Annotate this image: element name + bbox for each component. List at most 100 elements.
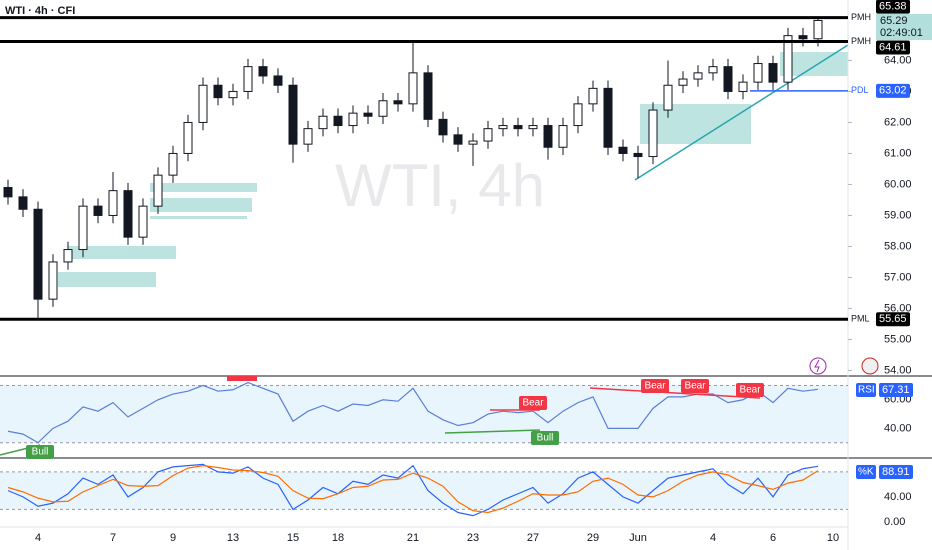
y-tick-label: 58.00 (884, 240, 912, 252)
band (0, 385, 848, 443)
last-price-box (876, 14, 932, 40)
candle-body (108, 190, 118, 216)
x-tick-label: 10 (827, 532, 839, 544)
y-tick-label: 61.00 (884, 147, 912, 159)
zone (150, 216, 247, 219)
zone (640, 104, 751, 144)
y-tick-label: 64.00 (884, 54, 912, 66)
signal-label: Bull (32, 447, 49, 458)
signal-box (26, 445, 54, 459)
candle-body (498, 125, 508, 130)
candle-body (393, 100, 403, 105)
candle-body (693, 72, 703, 80)
candle-body (573, 103, 583, 127)
candle-body (738, 81, 748, 92)
x-tick-label: 15 (287, 532, 299, 544)
y-tick-label: 57.00 (884, 271, 912, 283)
pane-title-box (856, 465, 876, 479)
x-tick-label: 27 (527, 532, 539, 544)
candle-body (78, 205, 88, 251)
candle-body (333, 115, 343, 127)
last-price: 65.29 (880, 15, 908, 27)
candle-body (783, 35, 793, 83)
divergence-line (444, 429, 541, 434)
y-tick-label: 55.00 (884, 333, 912, 345)
level-value-box (876, 40, 910, 55)
candle-body (813, 19, 823, 40)
indicator-value-box (879, 465, 913, 479)
x-tick-label: 4 (710, 532, 716, 544)
candle-body (663, 84, 673, 111)
candle-body (183, 121, 193, 154)
indicator-line (7, 463, 819, 517)
pane-title: RSI (858, 385, 875, 396)
candle-body (198, 84, 208, 123)
signal-label: Bear (644, 381, 666, 392)
x-tick-label: Jun (629, 532, 647, 544)
y-tick-label: 40.00 (884, 491, 912, 503)
candle-body (753, 63, 763, 83)
level-value-box (876, 312, 910, 327)
candle-body (288, 84, 298, 145)
pane-title: %K (858, 467, 874, 478)
indicator-line (7, 381, 819, 444)
level-value: 64.61 (879, 41, 907, 53)
candle-body (228, 90, 238, 99)
indicator-value-box (879, 383, 913, 397)
candle-body (3, 187, 13, 198)
candle-body (408, 72, 418, 105)
trend-line (634, 44, 849, 181)
candle-body (453, 134, 463, 145)
candle-body (618, 146, 628, 154)
candle-body (123, 190, 133, 238)
candle-body (708, 66, 718, 74)
signal-box (531, 431, 559, 445)
candle-body (213, 84, 223, 99)
watermark: WTI, 4h (335, 152, 545, 219)
x-tick-label: 21 (407, 532, 419, 544)
candle-body (528, 125, 538, 130)
candle-body (588, 87, 598, 105)
x-tick-label: 7 (110, 532, 116, 544)
level-name: PMH (851, 12, 871, 22)
level-value: 65.38 (879, 1, 907, 13)
candle-body (63, 249, 73, 263)
candle-body (603, 87, 613, 148)
indicator-value: 67.31 (882, 384, 910, 396)
level-value: 55.65 (879, 313, 907, 325)
level-name: PML (851, 314, 870, 324)
alert-icon-bolt (814, 359, 820, 373)
candle-body (243, 66, 253, 92)
zone (150, 183, 257, 192)
candle-body (483, 128, 493, 142)
band (0, 471, 848, 510)
candle-body (648, 109, 658, 158)
y-tick-label: 56.00 (884, 302, 912, 314)
zone (58, 272, 156, 287)
candle-body (558, 125, 568, 148)
countdown: 02:49:01 (880, 27, 923, 39)
candle-body (303, 128, 313, 145)
candle-body (318, 115, 328, 130)
candle-body (723, 66, 733, 92)
level-value-box (876, 83, 910, 98)
flag-icon[interactable] (861, 357, 879, 375)
candle-body (153, 174, 163, 207)
candle-body (768, 63, 778, 83)
candle-body (273, 75, 283, 86)
divergence-line (589, 387, 761, 399)
candle-body (258, 66, 268, 77)
alert-icon[interactable] (809, 357, 827, 375)
x-tick-label: 29 (587, 532, 599, 544)
x-tick-label: 18 (332, 532, 344, 544)
zone (68, 246, 176, 259)
zone (150, 198, 252, 212)
candle-body (423, 72, 433, 120)
x-tick-label: 4 (35, 532, 41, 544)
indicator-line (7, 465, 819, 514)
signal-label: Bull (537, 433, 554, 444)
candle-body (513, 125, 523, 130)
candle-body (798, 35, 808, 40)
candle-body (468, 140, 478, 145)
